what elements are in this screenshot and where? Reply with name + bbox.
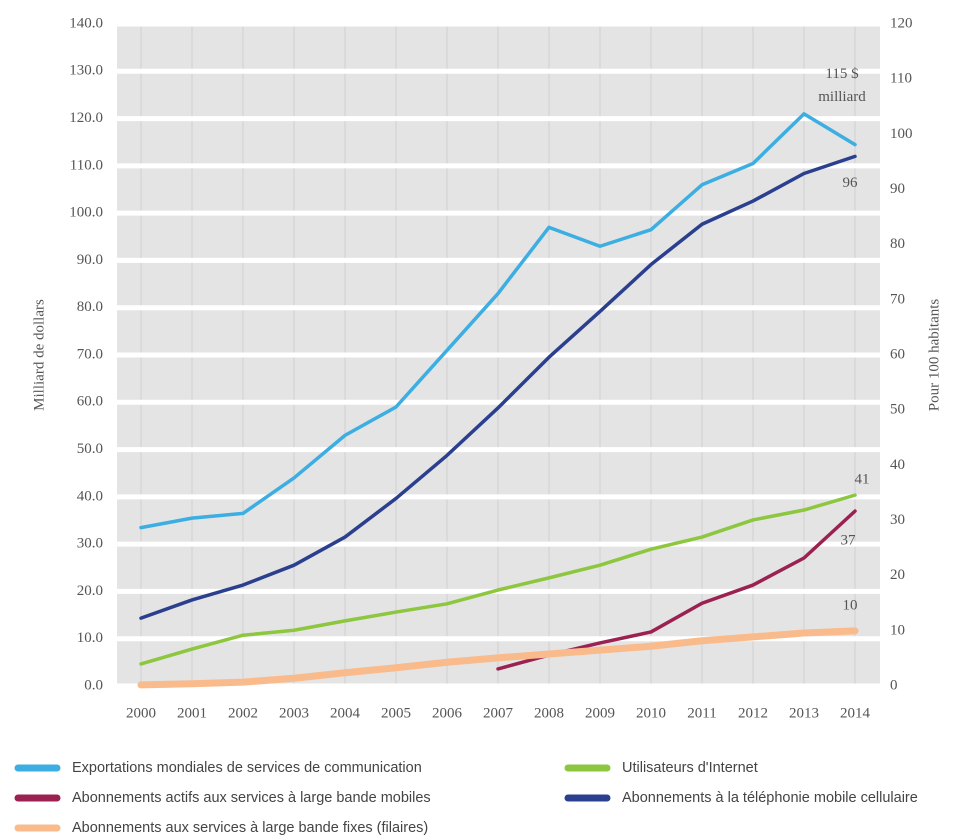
- x-tick-label: 2008: [534, 705, 564, 721]
- y-tick-label: 50.0: [77, 441, 103, 457]
- y-tick-label: 140.0: [69, 15, 103, 31]
- y-tick-label: 20.0: [77, 583, 103, 599]
- y-tick-label: 30.0: [77, 536, 103, 552]
- y2-axis-label: Pour 100 habitants: [926, 299, 942, 412]
- x-tick-label: 2007: [483, 705, 514, 721]
- x-tick-label: 2001: [177, 705, 207, 721]
- y-tick-label: 90.0: [77, 252, 103, 268]
- y2-tick-label: 80: [890, 236, 905, 252]
- legend-label: Abonnements actifs aux services à large …: [72, 790, 431, 806]
- y-tick-label: 110.0: [70, 157, 103, 173]
- x-tick-label: 2006: [432, 705, 463, 721]
- series-line: [139, 154, 857, 620]
- x-tick-label: 2009: [585, 705, 615, 721]
- y-tick-label: 10.0: [77, 630, 103, 646]
- x-tick-label: 2002: [228, 705, 258, 721]
- y-tick-label: 70.0: [77, 346, 103, 362]
- y2-tick-label: 100: [890, 126, 913, 142]
- legend-label: Abonnements aux services à large bande f…: [72, 820, 428, 836]
- legend-label: Exportations mondiales de services de co…: [72, 760, 422, 776]
- y2-tick-label: 110: [890, 71, 912, 87]
- y2-tick-label: 90: [890, 181, 905, 197]
- y2-tick-label: 60: [890, 346, 905, 362]
- x-tick-label: 2005: [381, 705, 411, 721]
- series-line: [139, 112, 857, 530]
- y-tick-label: 0.0: [84, 677, 103, 693]
- legend-label: Utilisateurs d'Internet: [622, 760, 758, 776]
- y2-tick-label: 10: [890, 622, 905, 638]
- y2-tick-label: 70: [890, 291, 905, 307]
- annotation: 10: [843, 597, 858, 613]
- series-line: [139, 493, 857, 666]
- y2-tick-label: 20: [890, 567, 905, 583]
- annotation: 41: [855, 472, 870, 488]
- y2-tick-label: 40: [890, 457, 905, 473]
- y-tick-label: 100.0: [69, 205, 103, 221]
- x-tick-label: 2004: [330, 705, 361, 721]
- annotation: 115 $: [825, 66, 859, 82]
- y-axis-label: Milliard de dollars: [31, 299, 47, 411]
- y-tick-label: 60.0: [77, 394, 103, 410]
- y2-tick-label: 120: [890, 15, 913, 31]
- y-tick-label: 130.0: [69, 63, 103, 79]
- x-tick-label: 2011: [687, 705, 716, 721]
- legend-label: Abonnements à la téléphonie mobile cellu…: [622, 790, 918, 806]
- y-tick-label: 80.0: [77, 299, 103, 315]
- y2-tick-label: 50: [890, 402, 905, 418]
- x-tick-label: 2003: [279, 705, 309, 721]
- x-tick-label: 2000: [126, 705, 156, 721]
- y2-tick-label: 30: [890, 512, 905, 528]
- series-line: [137, 627, 859, 689]
- x-tick-label: 2012: [738, 705, 768, 721]
- x-tick-label: 2014: [840, 705, 871, 721]
- annotation: 96: [843, 175, 859, 191]
- annotation: milliard: [818, 89, 866, 105]
- y-tick-label: 40.0: [77, 488, 103, 504]
- y-tick-label: 120.0: [69, 110, 103, 126]
- annotation: 37: [841, 533, 857, 549]
- x-tick-label: 2010: [636, 705, 666, 721]
- x-tick-label: 2013: [789, 705, 819, 721]
- y2-tick-label: 0: [890, 677, 898, 693]
